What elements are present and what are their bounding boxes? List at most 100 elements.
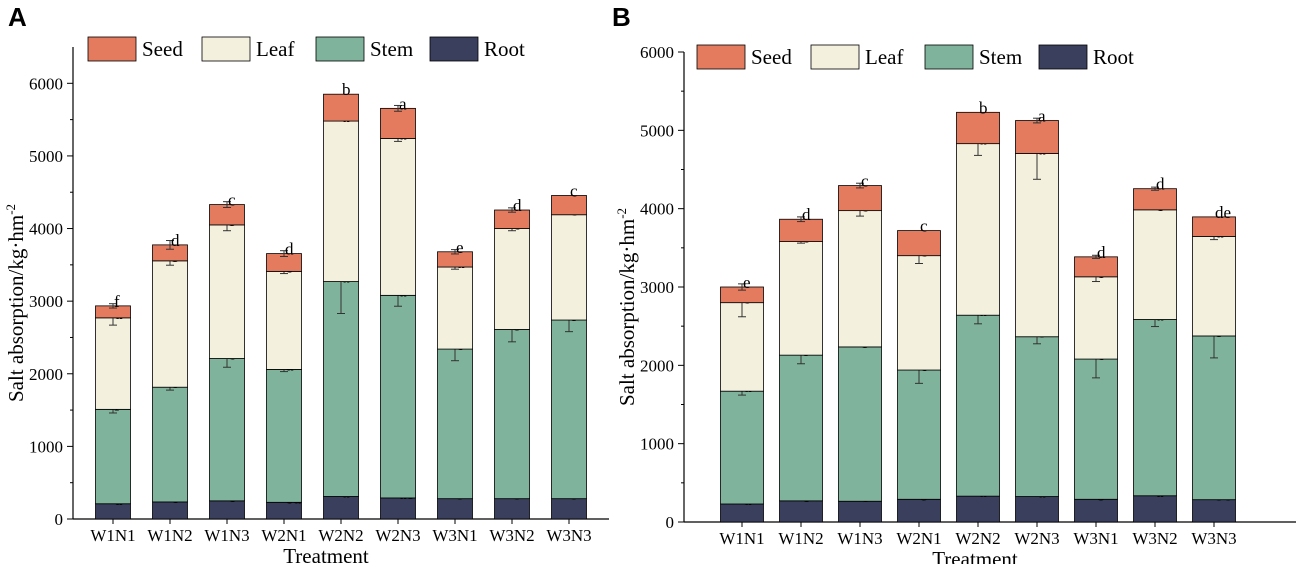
panel-b-bar-root bbox=[1074, 498, 1118, 523]
panel-b-sig-letter: c bbox=[861, 172, 869, 191]
panel-b-x-tick-label: W1N1 bbox=[719, 529, 764, 548]
panel-b-bar-seed bbox=[1192, 216, 1236, 237]
panel-b-y-tick-label: 4000 bbox=[640, 200, 674, 219]
panel-a-bar-leaf bbox=[152, 260, 188, 388]
panel-b-y-tick-label: 2000 bbox=[640, 356, 674, 375]
panel-b-bar-stem bbox=[1192, 335, 1236, 501]
panel-a-x-tick-label: W2N1 bbox=[261, 526, 306, 545]
panel-a-x-tick-label: W2N3 bbox=[375, 526, 420, 545]
panel-b-bar-leaf bbox=[1133, 209, 1177, 320]
panel-a-sig-letter: d bbox=[285, 240, 294, 259]
panel-a-legend-label-seed: Seed bbox=[142, 37, 183, 61]
panel-b-y-tick-label: 5000 bbox=[640, 121, 674, 140]
panel-a-sig-letter: d bbox=[513, 196, 522, 215]
panel-a-bar-stem bbox=[266, 369, 302, 503]
panel-a-bar-leaf bbox=[209, 224, 245, 359]
panel-a-bar-root bbox=[95, 503, 131, 520]
panel-a-bar-stem bbox=[437, 348, 473, 500]
panel-a-bar-root bbox=[152, 501, 188, 520]
panel-b-bar-stem bbox=[720, 390, 764, 505]
panel-b-bar-root bbox=[897, 498, 941, 523]
panel-a-x-tick-label: W1N1 bbox=[90, 526, 135, 545]
panel-a-bar-stem bbox=[209, 358, 245, 502]
panel-a-y-tick-label: 3000 bbox=[29, 292, 63, 311]
panel-a-x-tick-label: W1N3 bbox=[204, 526, 249, 545]
panel-a-legend-swatch-leaf bbox=[201, 36, 251, 62]
panel-b-sig-letter: de bbox=[1215, 203, 1231, 222]
panel-a-legend-label-root: Root bbox=[484, 37, 525, 61]
panel-a-bar-leaf bbox=[551, 214, 587, 321]
panel-b-bar-seed bbox=[779, 218, 823, 242]
panel-b-bar-root bbox=[1015, 496, 1059, 523]
panel-b-bar-leaf bbox=[720, 302, 764, 392]
panel-a-sig-letter: f bbox=[114, 292, 120, 311]
panel-b-legend-swatch-seed bbox=[696, 44, 746, 70]
panel-a-x-tick-label: W2N2 bbox=[318, 526, 363, 545]
panel-a-bar-leaf bbox=[266, 270, 302, 370]
panel-b-legend-swatch-leaf bbox=[810, 44, 860, 70]
panel-a-bar-stem bbox=[494, 329, 530, 500]
panel-b-bar-seed bbox=[1074, 256, 1118, 278]
panel-b-bar-root bbox=[720, 503, 764, 523]
panel-b-bar-root bbox=[838, 500, 882, 523]
panel-a-x-tick-label: W3N1 bbox=[432, 526, 477, 545]
panel-b-sig-letter: a bbox=[1038, 107, 1046, 126]
panel-a-label: A bbox=[8, 2, 27, 32]
panel-a-bar-root bbox=[323, 496, 359, 520]
panel-a-bar-seed bbox=[551, 195, 587, 216]
panel-a-legend-label-leaf: Leaf bbox=[256, 37, 294, 61]
panel-b-bar-leaf bbox=[779, 241, 823, 356]
panel-a-y-tick-label: 5000 bbox=[29, 147, 63, 166]
panel-b-bar-seed bbox=[956, 111, 1000, 145]
panel-b-bar-seed bbox=[1015, 120, 1059, 154]
panel-b-sig-letter: d bbox=[1097, 243, 1106, 262]
panel-b-bar-leaf bbox=[1074, 276, 1118, 360]
panel-b-bar-stem bbox=[1074, 358, 1118, 500]
panel-b-bar-leaf bbox=[956, 143, 1000, 316]
panel-a-y-axis-title-superscript: -2 bbox=[3, 204, 18, 215]
panel-b-y-tick-label: 3000 bbox=[640, 278, 674, 297]
panel-a-bar-root bbox=[494, 498, 530, 520]
panel-b-x-tick-label: W1N3 bbox=[837, 529, 882, 548]
panel-a-x-tick-label: W1N2 bbox=[147, 526, 192, 545]
panel-b-y-axis-title-superscript: -2 bbox=[614, 208, 629, 219]
panel-a-y-tick-label: 0 bbox=[55, 510, 64, 529]
panel-a-legend-label-stem: Stem bbox=[370, 37, 413, 61]
panel-a-y-tick-label: 2000 bbox=[29, 365, 63, 384]
panel-a-bar-root bbox=[209, 500, 245, 520]
panel-a-sig-letter: a bbox=[399, 94, 407, 113]
panel-a-bar-leaf bbox=[323, 120, 359, 282]
panel-b-x-tick-label: W3N2 bbox=[1132, 529, 1177, 548]
panel-b-x-tick-label: W3N1 bbox=[1073, 529, 1118, 548]
panel-b-bar-stem bbox=[1015, 336, 1059, 497]
panel-b-y-tick-label: 6000 bbox=[640, 43, 674, 62]
panel-a-bar-stem bbox=[551, 319, 587, 500]
panel-a-bar-stem bbox=[380, 294, 416, 499]
panel-b-sig-letter: e bbox=[743, 273, 751, 292]
panel-a-x-axis-title: Treatment bbox=[283, 544, 369, 564]
panel-b-bar-seed bbox=[1133, 188, 1177, 211]
panel-a-bar-root bbox=[437, 498, 473, 520]
panel-a-bar-leaf bbox=[494, 228, 530, 330]
panel-a-sig-letter: c bbox=[228, 191, 236, 210]
panel-a-bar-seed bbox=[380, 107, 416, 139]
panel-b-sig-letter: d bbox=[802, 205, 811, 224]
panel-b-legend-label-root: Root bbox=[1093, 45, 1134, 69]
panel-b-x-tick-label: W2N3 bbox=[1014, 529, 1059, 548]
panel-a-chart: 0100020003000400050006000dfdfW1N1cebdW1N… bbox=[3, 36, 609, 564]
panel-b-bar-stem bbox=[1133, 319, 1177, 497]
panel-b-legend-label-stem: Stem bbox=[979, 45, 1022, 69]
panel-a-x-tick-label: W3N2 bbox=[489, 526, 534, 545]
panel-a-y-tick-label: 4000 bbox=[29, 220, 63, 239]
panel-a-sig-letter: e bbox=[456, 238, 464, 257]
panel-b-bar-leaf bbox=[1015, 153, 1059, 338]
panel-a-x-tick-label: W3N3 bbox=[546, 526, 591, 545]
panel-a-bar-seed bbox=[494, 209, 530, 229]
panel-a-sig-letter: c bbox=[570, 181, 578, 200]
panel-b-bar-seed bbox=[897, 230, 941, 257]
panel-b-x-tick-label: W3N3 bbox=[1191, 529, 1236, 548]
panel-b-legend-swatch-stem bbox=[924, 44, 974, 70]
panel-a-bar-stem bbox=[323, 281, 359, 497]
panel-a-bar-leaf bbox=[380, 138, 416, 296]
panel-a-y-tick-label: 6000 bbox=[29, 74, 63, 93]
